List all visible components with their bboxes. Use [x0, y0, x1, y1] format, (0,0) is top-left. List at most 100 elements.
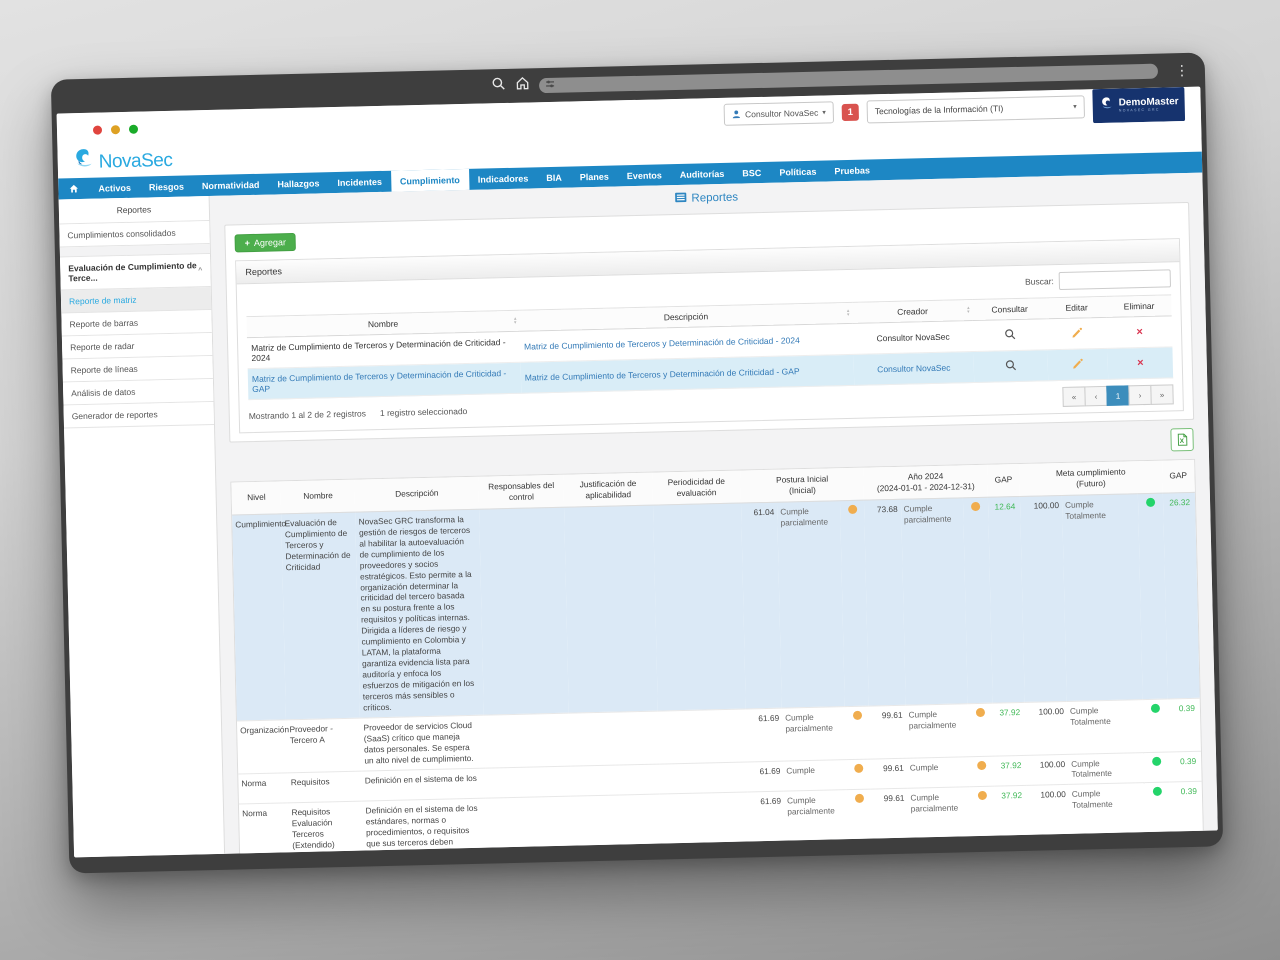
search-label: Buscar:: [1024, 276, 1054, 287]
sidebar-group-evaluacion-terceros[interactable]: Evaluación de Cumplimiento de Terce... ^: [59, 254, 211, 291]
cell-nivel: Organización: [236, 719, 289, 774]
pagination: « ‹ 1 › »: [1062, 384, 1174, 407]
cell-periodicidad: [652, 502, 746, 711]
browser-menu-icon[interactable]: ⋮: [1174, 61, 1190, 79]
nav-home-tab[interactable]: [58, 178, 89, 200]
consult-button[interactable]: [972, 318, 1048, 352]
nav-tab-incidentes[interactable]: Incidentes: [337, 176, 382, 188]
cell-periodicidad: [657, 708, 748, 764]
cell-inicial-dot: [845, 758, 872, 791]
context-select[interactable]: Tecnologías de la Información (TI) ▾: [866, 94, 1085, 123]
status-dot-icon: [853, 763, 863, 773]
cell-inicial-valor: 61.04: [740, 502, 782, 709]
cell-inicial-dot: [844, 705, 871, 760]
cell-periodicidad: [658, 761, 748, 795]
reports-table: Nombre ▴ ▾ Descripción ▴ ▾ Creador ▴ ▾ Consult…: [246, 294, 1174, 400]
novasec-logo-icon: [70, 147, 97, 179]
report-description-link[interactable]: Matriz de Cumplimiento de Terceros y Det…: [520, 354, 855, 394]
status-dot-icon: [852, 710, 862, 720]
cell-gap1: 12.64: [987, 496, 1025, 703]
nav-tab-activos[interactable]: Activos: [98, 182, 131, 194]
status-dot-icon: [977, 791, 988, 801]
minimize-window-icon[interactable]: [110, 124, 121, 134]
cell-meta-dot: [1144, 782, 1172, 854]
add-report-button[interactable]: + Agregar: [234, 232, 297, 253]
delete-button[interactable]: ×: [1107, 346, 1174, 380]
url-bar[interactable]: [538, 63, 1159, 93]
notification-badge[interactable]: 1: [841, 103, 859, 121]
col-justificacion: Justificación de aplicabilidad: [563, 472, 653, 508]
cell-descripcion: Definición en el sistema de los: [361, 767, 486, 802]
page-title: Reportes: [224, 180, 1189, 217]
edit-button[interactable]: [1047, 348, 1109, 381]
cell-nivel: Cumplimiento: [232, 513, 287, 721]
nav-tab-riesgos[interactable]: Riesgos: [148, 181, 184, 192]
nav-tab-politicas[interactable]: Políticas: [779, 166, 817, 178]
nav-tab-planes[interactable]: Planes: [579, 171, 609, 182]
cell-justificacion: [571, 794, 663, 854]
nav-tab-normatividad[interactable]: Normatividad: [201, 179, 260, 191]
col-nombre: Nombre: [280, 479, 356, 514]
chevron-down-icon: ▾: [822, 109, 826, 117]
pencil-icon: [1072, 327, 1083, 338]
edit-button[interactable]: [1046, 317, 1108, 350]
search-input[interactable]: [1058, 269, 1172, 291]
cell-responsables: [483, 712, 571, 768]
pagination-next-button[interactable]: ›: [1128, 384, 1152, 406]
col-periodicidad: Periodicidad de evaluación: [651, 470, 741, 506]
nav-tab-bsc[interactable]: BSC: [742, 167, 762, 178]
matrix-row-cumplimiento[interactable]: Cumplimiento Evaluación de Cumplimiento …: [232, 492, 1200, 721]
nav-tab-cumplimiento[interactable]: Cumplimiento: [390, 168, 470, 192]
nav-tab-eventos[interactable]: Eventos: [626, 169, 662, 181]
nav-tab-pruebas[interactable]: Pruebas: [834, 164, 870, 176]
cell-meta-dot: [1143, 751, 1170, 784]
consult-button[interactable]: [973, 349, 1049, 383]
col-descripcion: Descripción: [354, 476, 479, 513]
sidebar-header: Reportes: [58, 196, 210, 225]
col-eliminar: Eliminar: [1106, 294, 1172, 318]
status-dot-icon: [1145, 497, 1155, 507]
reports-panel: Reportes Buscar:: [235, 238, 1184, 434]
selection-info: 1 registro seleccionado: [379, 405, 468, 419]
cell-nombre: Proveedor - Tercero A: [286, 717, 362, 773]
pagination-page-1-button[interactable]: 1: [1106, 385, 1130, 406]
delete-button[interactable]: ×: [1106, 315, 1173, 349]
nav-tab-hallazgos[interactable]: Hallazgos: [277, 177, 320, 189]
cell-meta-valor: 100.00: [1026, 784, 1072, 854]
cell-responsables: [485, 796, 574, 854]
chevron-down-icon: ▾: [1073, 103, 1077, 111]
col-creador[interactable]: Creador ▴ ▾: [852, 299, 973, 324]
close-window-icon[interactable]: [92, 125, 103, 135]
pagination-prev-button[interactable]: ‹: [1084, 385, 1108, 407]
sort-icon: ▴ ▾: [846, 307, 850, 319]
cell-anio-valor: 99.61: [869, 704, 907, 759]
nav-tab-bia[interactable]: BIA: [546, 172, 562, 183]
maximize-window-icon[interactable]: [128, 124, 139, 134]
sidebar: Reportes Cumplimientos consolidados Eval…: [58, 195, 226, 858]
demomaster-logo: DemoMaster NOVASEC GRC: [1092, 87, 1186, 124]
cell-responsables: [478, 507, 570, 715]
cell-gap2: 0.39: [1167, 698, 1201, 752]
user-menu-button[interactable]: Consultor NovaSec ▾: [723, 101, 835, 126]
cell-periodicidad: [659, 792, 751, 854]
cell-inicial-estado: Cumple parcialmente: [781, 706, 846, 761]
matrix-table: Nivel Nombre Descripción Responsables de…: [231, 459, 1208, 854]
pagination-first-button[interactable]: «: [1062, 386, 1086, 407]
report-row-gap[interactable]: Matriz de Cumplimiento de Terceros y Det…: [247, 346, 1174, 400]
nav-tab-indicadores[interactable]: Indicadores: [477, 172, 529, 185]
report-name[interactable]: Matriz de Cumplimiento de Terceros y Det…: [247, 362, 522, 400]
pagination-last-button[interactable]: »: [1150, 384, 1174, 405]
home-icon[interactable]: [514, 75, 529, 95]
cell-descripcion: Definición en el sistema de los estándar…: [362, 798, 489, 854]
nav-tab-auditorias[interactable]: Auditorías: [679, 168, 725, 180]
export-excel-button[interactable]: X: [1170, 427, 1194, 452]
user-icon: [732, 109, 741, 120]
report-row-2024[interactable]: Matriz de Cumplimiento de Terceros y Det…: [246, 315, 1173, 369]
report-creator: Consultor NovaSec: [853, 351, 975, 386]
window-controls: [92, 124, 139, 135]
cell-gap1: 37.92: [992, 702, 1027, 756]
cell-nivel: Norma: [238, 803, 291, 854]
cell-nombre: Evaluación de Cumplimiento de Terceros y…: [281, 512, 361, 720]
sidebar-item-generador-de-reportes[interactable]: Generador de reportes: [63, 401, 214, 429]
search-icon[interactable]: [490, 76, 505, 96]
